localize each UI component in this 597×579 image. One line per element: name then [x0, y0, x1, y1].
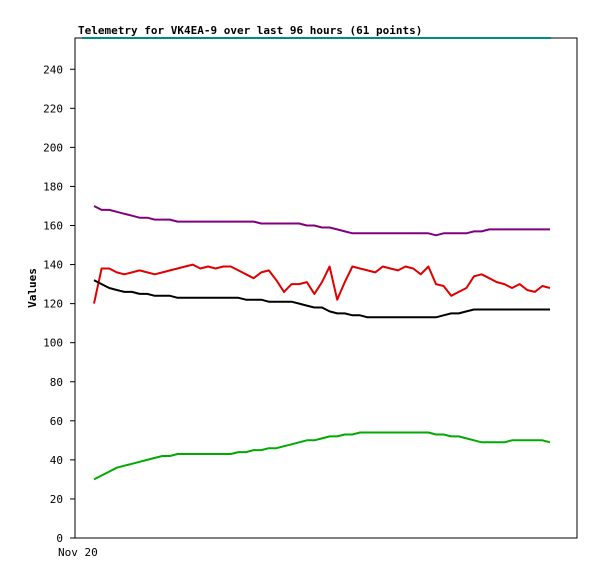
x-tick-label: Nov 20 [58, 546, 98, 559]
y-tick-label: 160 [43, 220, 63, 233]
series-line-1 [93, 205, 550, 237]
plot-area [74, 37, 578, 539]
y-tick-label: 220 [43, 102, 63, 115]
y-tick-label: 200 [43, 141, 63, 154]
chart-title: Telemetry for VK4EA-9 over last 96 hours… [78, 24, 422, 37]
series-line-2 [93, 263, 551, 304]
y-axis-label: Values [26, 268, 39, 308]
y-tick-label: 60 [50, 415, 63, 428]
series-line-3 [93, 279, 550, 319]
y-tick-label: 80 [50, 376, 63, 389]
y-tick-label: 0 [56, 532, 63, 545]
y-tick-label: 20 [50, 493, 63, 506]
series-group [93, 205, 551, 481]
y-tick-label: 100 [43, 337, 63, 350]
y-axis: 0 20 40 60 80 100 120 140 160 180 200 220 240 [43, 63, 75, 545]
y-tick-label: 240 [43, 63, 63, 76]
y-tick-label: 180 [43, 180, 63, 193]
y-tick-label: 40 [50, 454, 63, 467]
y-tick-label: 140 [43, 259, 63, 272]
y-tick-label: 120 [43, 298, 63, 311]
series-line-4 [93, 431, 551, 481]
x-axis: Nov 20 [58, 546, 98, 559]
